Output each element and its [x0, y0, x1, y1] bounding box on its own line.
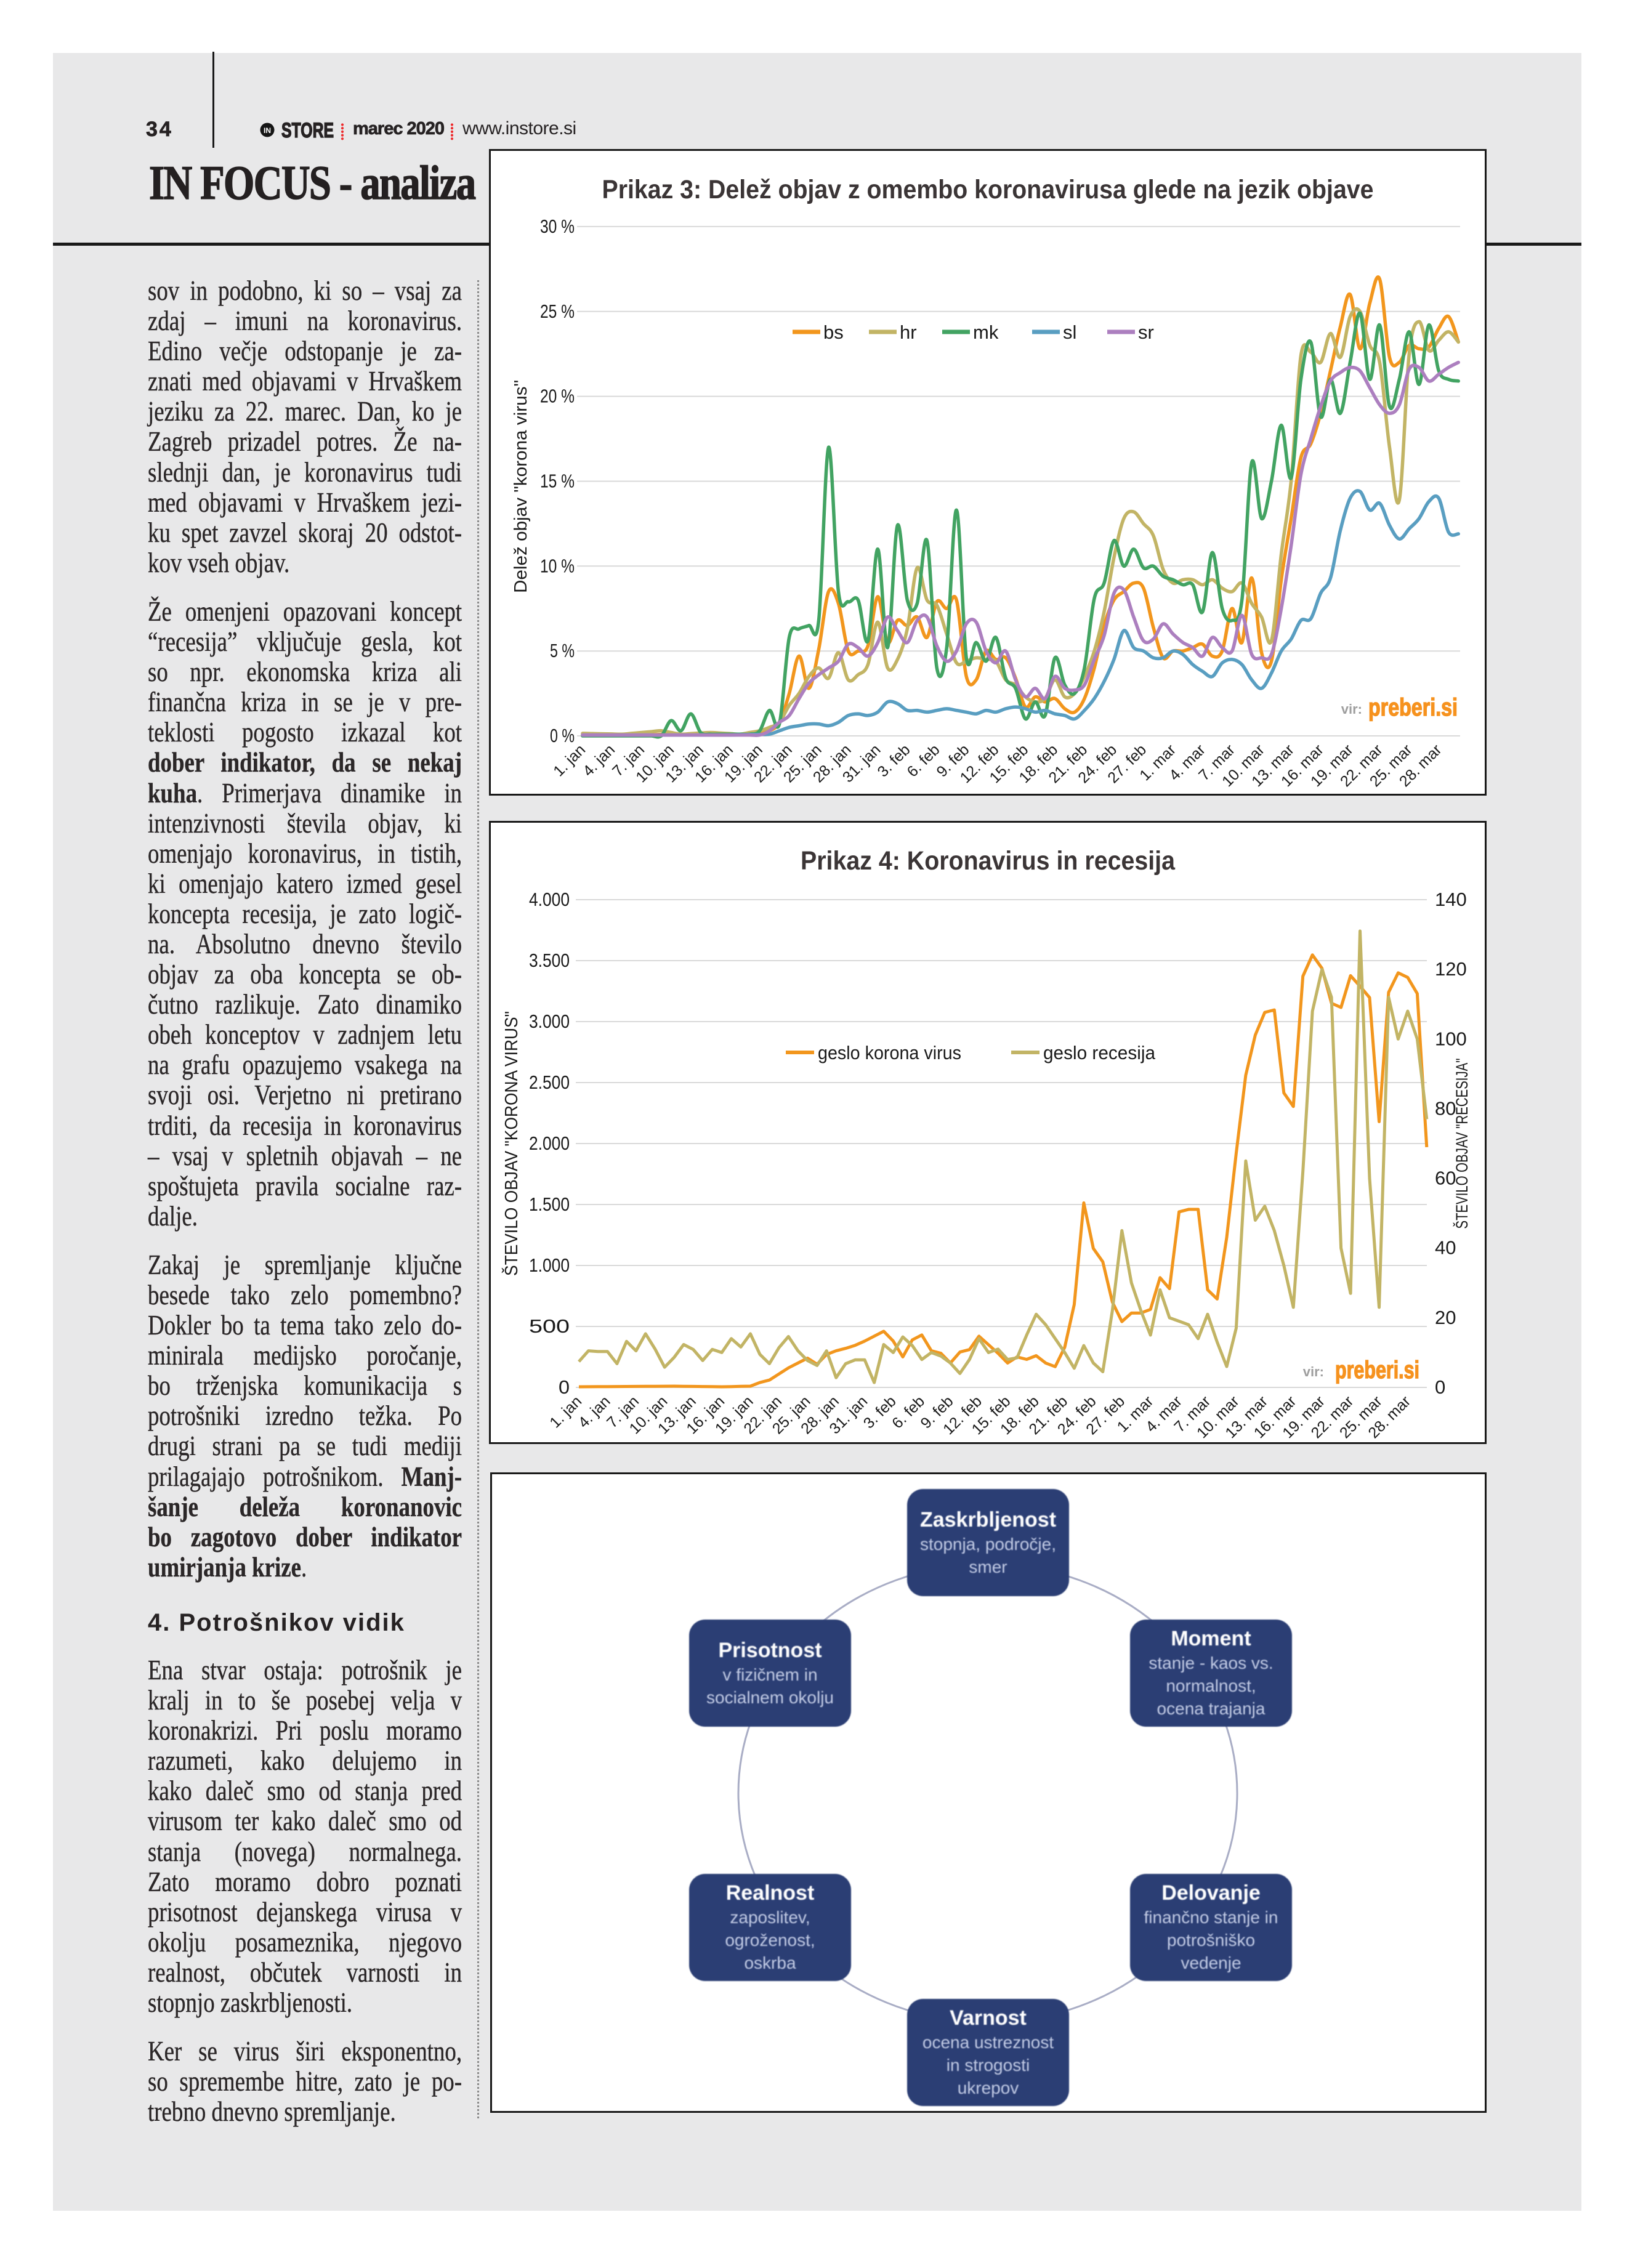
svg-text:100: 100 [1435, 1028, 1467, 1049]
svg-text:bs: bs [823, 321, 844, 343]
svg-text:0 %: 0 % [550, 725, 575, 746]
svg-text:vir:: vir: [1341, 701, 1362, 717]
svg-text:vir:: vir: [1303, 1364, 1324, 1379]
svg-text:15 %: 15 % [540, 470, 575, 492]
svg-text:500: 500 [529, 1315, 570, 1337]
svg-text:20: 20 [1435, 1307, 1456, 1328]
svg-text:1.000: 1.000 [529, 1254, 570, 1276]
svg-text:hr: hr [900, 321, 917, 343]
svg-text:Prikaz 4: Koronavirus in reces: Prikaz 4: Koronavirus in recesija [801, 846, 1176, 876]
svg-text:140: 140 [1435, 889, 1467, 910]
svg-text:ŠTEVILO OBJAV "RECESIJA": ŠTEVILO OBJAV "RECESIJA" [1452, 1059, 1471, 1229]
svg-text:preberi.si: preberi.si [1368, 694, 1458, 721]
svg-text:30 %: 30 % [540, 216, 575, 237]
svg-text:25 %: 25 % [540, 301, 575, 322]
svg-text:5 %: 5 % [550, 640, 575, 661]
svg-text:2.500: 2.500 [529, 1071, 570, 1093]
svg-text:3.000: 3.000 [529, 1011, 570, 1032]
svg-text:geslo korona virus: geslo korona virus [818, 1042, 961, 1063]
svg-text:sr: sr [1138, 321, 1154, 343]
svg-text:Delež objav "korona virus": Delež objav "korona virus" [511, 380, 531, 593]
svg-text:ŠTEVILO OBJAV "KORONA VIRUS": ŠTEVILO OBJAV "KORONA VIRUS" [501, 1011, 522, 1276]
svg-text:10 %: 10 % [540, 555, 575, 576]
svg-text:IN: IN [264, 126, 271, 135]
svg-text:80: 80 [1435, 1097, 1456, 1119]
svg-text:0: 0 [559, 1376, 570, 1398]
svg-text:mk: mk [973, 321, 999, 343]
svg-text:Prikaz 3: Delež objav z omembo: Prikaz 3: Delež objav z omembo koronavir… [602, 175, 1374, 204]
svg-text:sl: sl [1063, 321, 1076, 343]
svg-text:20 %: 20 % [540, 385, 575, 407]
svg-text:preberi.si: preberi.si [1335, 1357, 1419, 1384]
svg-text:geslo recesija: geslo recesija [1043, 1042, 1156, 1063]
svg-text:60: 60 [1435, 1168, 1456, 1189]
svg-text:120: 120 [1435, 958, 1467, 980]
svg-text:3.500: 3.500 [529, 950, 570, 971]
svg-text:4.000: 4.000 [529, 889, 570, 910]
svg-text:0: 0 [1435, 1376, 1445, 1398]
svg-text:1.500: 1.500 [529, 1193, 570, 1215]
svg-text:40: 40 [1435, 1237, 1456, 1259]
svg-text:2.000: 2.000 [529, 1132, 570, 1154]
